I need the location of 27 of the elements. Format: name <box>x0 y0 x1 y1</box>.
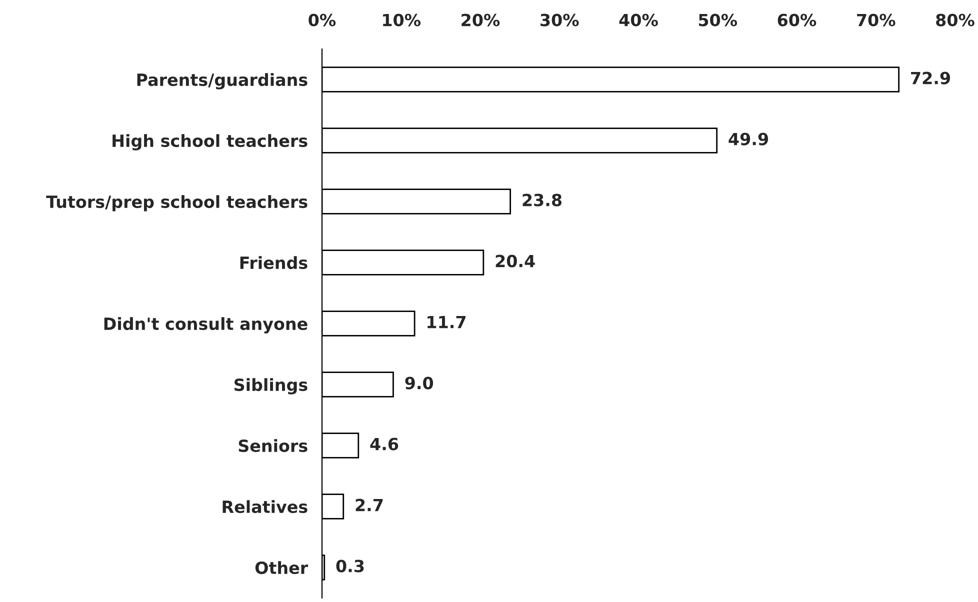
y-tick-label: Other <box>255 561 308 574</box>
x-tick-label: 20% <box>462 14 500 26</box>
data-label: 0.3 <box>336 560 364 572</box>
y-tick-label: Relatives <box>222 500 308 514</box>
data-label: 4.6 <box>370 438 398 450</box>
y-tick-label: Seniors <box>238 439 308 452</box>
x-tick-label: 60% <box>778 14 816 26</box>
x-tick-label: 80% <box>936 14 974 26</box>
y-tick-label: Parents/guardians <box>137 73 308 90</box>
x-tick-label: 70% <box>857 14 896 26</box>
data-label: 72.9 <box>911 72 950 84</box>
y-tick-label: Didn't consult anyone <box>104 317 308 334</box>
y-tick-label: Siblings <box>234 378 308 394</box>
y-tick-label: Friends <box>240 256 308 270</box>
x-tick-label: 30% <box>540 14 579 26</box>
data-label: 20.4 <box>496 254 535 268</box>
x-tick-label: 0% <box>308 14 336 26</box>
y-tick-label: Tutors/prep school teachers <box>46 195 308 212</box>
x-tick-label: 50% <box>698 14 738 26</box>
data-label: 11.7 <box>428 316 466 328</box>
data-label: 23.8 <box>522 194 562 206</box>
data-label: 9.0 <box>405 376 434 390</box>
x-tick-label: 40% <box>619 14 658 26</box>
data-label: 49.9 <box>728 132 768 146</box>
data-label: 2.7 <box>356 498 383 512</box>
y-tick-label: High school teachers <box>112 134 308 150</box>
x-tick-label: 10% <box>383 14 421 26</box>
